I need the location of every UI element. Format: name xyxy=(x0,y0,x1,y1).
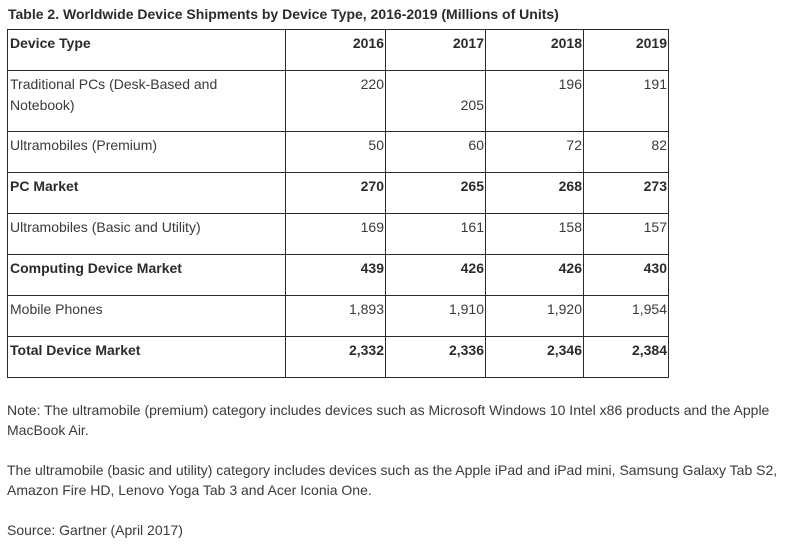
header-2016: 2016 xyxy=(285,29,386,71)
cell-2016: 50 xyxy=(285,131,386,173)
cell-2016: 2,332 xyxy=(285,336,386,378)
cell-2017: 161 xyxy=(385,213,486,255)
table-row-traditional-pcs: Traditional PCs (Desk-Based and Notebook… xyxy=(7,70,669,132)
cell-2016: 270 xyxy=(285,172,386,214)
row-label: Ultramobiles (Premium) xyxy=(7,131,286,173)
header-device-type: Device Type xyxy=(7,29,286,71)
cell-2017: 60 xyxy=(385,131,486,173)
cell-2016: 1,893 xyxy=(285,295,386,337)
cell-2019: 1,954 xyxy=(583,295,669,337)
device-shipments-table: Device Type 2016 2017 2018 2019 Traditio… xyxy=(7,29,669,378)
cell-2019: 2,384 xyxy=(583,336,669,378)
cell-2018: 72 xyxy=(485,131,584,173)
cell-2019: 82 xyxy=(583,131,669,173)
row-label: Traditional PCs (Desk-Based and Notebook… xyxy=(7,70,286,132)
cell-2018: 268 xyxy=(485,172,584,214)
source-note: Source: Gartner (April 2017) xyxy=(7,522,183,538)
cell-2017: 426 xyxy=(385,254,486,296)
row-label: Mobile Phones xyxy=(7,295,286,337)
cell-2018: 196 xyxy=(485,70,584,132)
cell-2017-value: 205 xyxy=(460,97,484,113)
header-2017: 2017 xyxy=(385,29,486,71)
cell-2016: 220 xyxy=(285,70,386,132)
note-ultramobile-premium: Note: The ultramobile (premium) category… xyxy=(7,402,770,438)
cell-2017: 265 xyxy=(385,172,486,214)
cell-2017: 205 xyxy=(385,70,486,132)
table-row-total-device-market: Total Device Market 2,332 2,336 2,346 2,… xyxy=(7,336,669,378)
table-row-ultramobiles-basic: Ultramobiles (Basic and Utility) 169 161… xyxy=(7,213,669,255)
row-label: PC Market xyxy=(7,172,286,214)
cell-2017: 1,910 xyxy=(385,295,486,337)
cell-2016: 169 xyxy=(285,213,386,255)
cell-2016: 439 xyxy=(285,254,386,296)
header-2019: 2019 xyxy=(583,29,669,71)
cell-2019: 157 xyxy=(583,213,669,255)
table-row-ultramobiles-premium: Ultramobiles (Premium) 50 60 72 82 xyxy=(7,131,669,173)
cell-2017: 2,336 xyxy=(385,336,486,378)
row-label: Computing Device Market xyxy=(7,254,286,296)
cell-2018: 426 xyxy=(485,254,584,296)
cell-2019: 430 xyxy=(583,254,669,296)
table-title: Table 2. Worldwide Device Shipments by D… xyxy=(8,6,559,22)
row-label: Ultramobiles (Basic and Utility) xyxy=(7,213,286,255)
header-2018: 2018 xyxy=(485,29,584,71)
table-row-computing-device-market: Computing Device Market 439 426 426 430 xyxy=(7,254,669,296)
cell-2018: 1,920 xyxy=(485,295,584,337)
table-header-row: Device Type 2016 2017 2018 2019 xyxy=(7,29,669,71)
cell-2018: 2,346 xyxy=(485,336,584,378)
table-row-mobile-phones: Mobile Phones 1,893 1,910 1,920 1,954 xyxy=(7,295,669,337)
cell-2019: 273 xyxy=(583,172,669,214)
table-row-pc-market: PC Market 270 265 268 273 xyxy=(7,172,669,214)
cell-2018: 158 xyxy=(485,213,584,255)
note-ultramobile-basic: The ultramobile (basic and utility) cate… xyxy=(7,462,778,498)
cell-2019: 191 xyxy=(583,70,669,132)
notes-section: Note: The ultramobile (premium) category… xyxy=(7,400,787,560)
row-label: Total Device Market xyxy=(7,336,286,378)
